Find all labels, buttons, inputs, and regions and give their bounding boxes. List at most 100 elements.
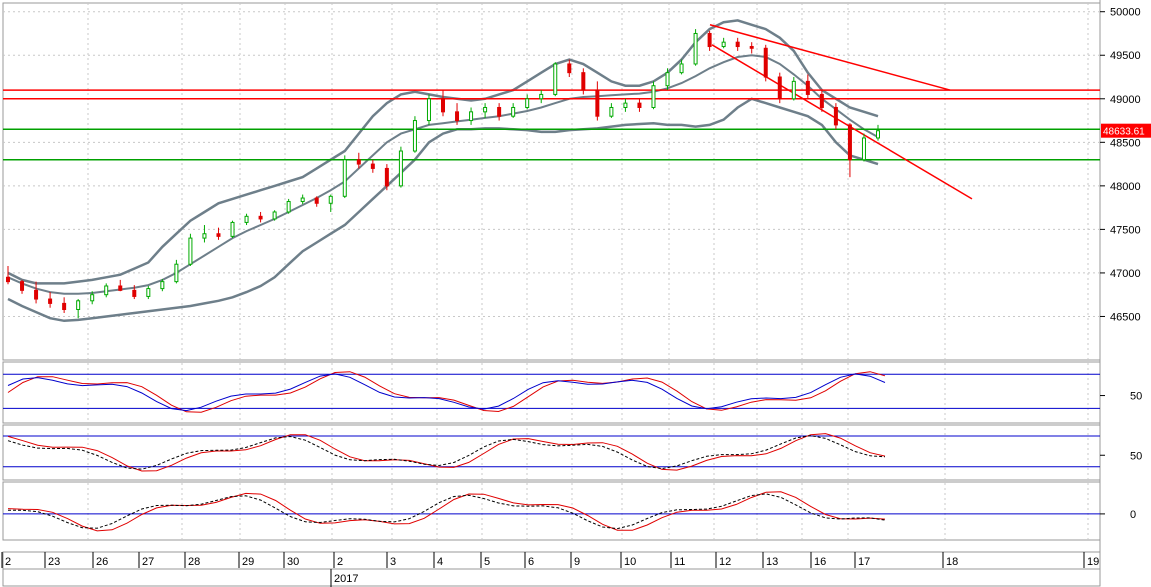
trend-line-1 xyxy=(711,44,973,200)
candle-body-52 xyxy=(735,41,740,48)
xaxis-year-label: 2017 xyxy=(334,573,358,585)
candle-body-48 xyxy=(679,63,684,74)
xtick-label-5: 29 xyxy=(242,556,254,568)
ytick-label-7: 46500 xyxy=(1110,311,1141,323)
candle-body-28 xyxy=(398,150,403,187)
ytick-label-6: 47000 xyxy=(1110,268,1141,280)
xtick-label-18: 17 xyxy=(858,556,870,568)
xtick-label-14: 11 xyxy=(674,556,685,568)
xtick-label-7: 2 xyxy=(337,556,343,568)
ytick-label-0: 50000 xyxy=(1110,7,1141,19)
candle-body-34 xyxy=(483,106,488,113)
ind2-line-main xyxy=(7,491,886,532)
candle-body-9 xyxy=(132,289,137,297)
candle-body-33 xyxy=(469,111,474,122)
xtick-label-8: 3 xyxy=(390,556,396,568)
bollinger-middle xyxy=(7,54,879,295)
candle-body-54 xyxy=(763,47,768,78)
candle-body-40 xyxy=(567,63,572,74)
candle-body-26 xyxy=(370,163,375,169)
candle-body-17 xyxy=(244,215,249,223)
xtick-label-17: 16 xyxy=(814,556,826,568)
ind0-tick-label: 50 xyxy=(1130,391,1142,403)
candle-body-58 xyxy=(819,93,824,108)
ind0-line-signal xyxy=(7,373,886,412)
candle-body-5 xyxy=(76,300,81,310)
bollinger-lower xyxy=(7,97,879,323)
xtick-label-0: 2 xyxy=(5,556,11,568)
panel-frame-2 xyxy=(2,424,1101,481)
candle-body-16 xyxy=(230,221,235,237)
ind1-line-main xyxy=(7,433,886,472)
candle-body-36 xyxy=(511,106,516,117)
candle-body-41 xyxy=(581,72,586,91)
candle-body-27 xyxy=(384,167,389,187)
candle-body-42 xyxy=(595,89,600,117)
candle-body-38 xyxy=(539,93,544,100)
candle-body-47 xyxy=(665,72,670,87)
xtick-label-2: 26 xyxy=(96,556,108,568)
candle-body-55 xyxy=(777,76,782,100)
candle-body-7 xyxy=(104,285,109,296)
ind2-tick-label: 0 xyxy=(1130,509,1136,521)
candle-body-1 xyxy=(20,281,25,291)
xtick-label-13: 10 xyxy=(624,556,636,568)
ytick-label-3: 48500 xyxy=(1110,137,1141,149)
candle-body-22 xyxy=(314,197,319,204)
candle-body-24 xyxy=(342,159,347,197)
candle-body-2 xyxy=(34,289,39,300)
candle-body-8 xyxy=(118,285,123,291)
candle-body-50 xyxy=(707,32,712,48)
xtick-label-6: 30 xyxy=(287,556,299,568)
candle-body-43 xyxy=(609,106,614,117)
candle-body-62 xyxy=(876,130,880,139)
xtick-label-11: 6 xyxy=(528,556,534,568)
xtick-label-10: 5 xyxy=(484,556,490,568)
candle-body-23 xyxy=(328,195,333,204)
xtick-label-20: 19 xyxy=(1087,556,1099,568)
ytick-label-5: 47500 xyxy=(1110,224,1141,236)
candle-body-30 xyxy=(426,98,431,122)
candle-body-49 xyxy=(693,32,698,65)
candle-body-51 xyxy=(721,41,726,48)
candle-body-4 xyxy=(62,302,67,310)
ind1-tick-label: 50 xyxy=(1130,450,1142,462)
candle-body-45 xyxy=(637,102,642,108)
ind2-line-signal xyxy=(8,493,886,530)
candle-body-25 xyxy=(356,159,361,165)
xtick-label-9: 4 xyxy=(437,556,443,568)
last-price-badge xyxy=(1101,123,1151,138)
ind1-line-signal xyxy=(7,435,886,470)
xtick-label-16: 13 xyxy=(766,556,778,568)
candle-body-59 xyxy=(833,106,838,126)
candle-body-6 xyxy=(90,294,95,302)
candle-body-44 xyxy=(623,102,628,108)
xtick-label-12: 9 xyxy=(574,556,580,568)
candle-body-20 xyxy=(286,201,291,213)
ytick-label-2: 49000 xyxy=(1110,94,1141,106)
candle-body-14 xyxy=(202,233,207,239)
candle-body-46 xyxy=(651,85,656,108)
xtick-label-4: 28 xyxy=(188,556,200,568)
candle-body-3 xyxy=(48,298,53,304)
panel-frame-0 xyxy=(2,2,1101,361)
ytick-label-4: 48000 xyxy=(1110,181,1141,193)
candle-body-61 xyxy=(861,137,866,161)
candle-body-10 xyxy=(146,288,151,297)
candle-body-56 xyxy=(791,80,796,100)
candle-body-60 xyxy=(847,124,852,161)
last-price-label: 48633.61 xyxy=(1103,127,1145,138)
candle-body-15 xyxy=(216,233,221,237)
ind0-line-main xyxy=(7,371,886,413)
candle-body-13 xyxy=(188,237,193,265)
trend-line-0 xyxy=(709,24,951,91)
candle-body-32 xyxy=(455,111,460,122)
candle-body-21 xyxy=(300,197,305,203)
candle-body-31 xyxy=(441,98,445,113)
xtick-label-1: 23 xyxy=(48,556,60,568)
candle-body-12 xyxy=(174,263,179,283)
xtick-label-15: 12 xyxy=(719,556,731,568)
candle-body-29 xyxy=(412,120,417,152)
